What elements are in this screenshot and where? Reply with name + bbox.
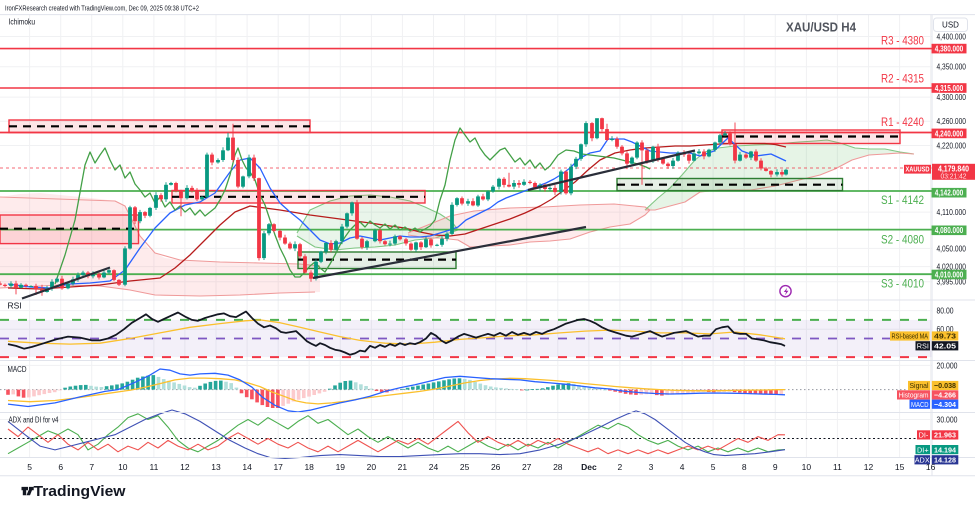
svg-text:4,080.000: 4,080.000 <box>935 226 964 235</box>
svg-text:42.05: 42.05 <box>934 342 956 351</box>
svg-text:IronFXResearch created with Tr: IronFXResearch created with TradingView.… <box>5 4 199 13</box>
svg-text:12: 12 <box>180 462 190 472</box>
svg-text:9: 9 <box>773 462 778 472</box>
svg-text:24: 24 <box>429 462 439 472</box>
svg-text:7: 7 <box>89 462 94 472</box>
svg-text:4,179.840: 4,179.840 <box>938 163 969 173</box>
svg-text:S3 - 4010: S3 - 4010 <box>881 278 924 290</box>
svg-text:5: 5 <box>27 462 32 472</box>
svg-text:2: 2 <box>618 462 623 472</box>
svg-text:4,020.000: 4,020.000 <box>937 263 967 272</box>
svg-text:S1 - 4142: S1 - 4142 <box>881 195 924 207</box>
svg-text:20: 20 <box>367 462 377 472</box>
svg-text:−0.038: −0.038 <box>934 381 956 390</box>
svg-text:DI-: DI- <box>919 431 929 440</box>
svg-text:21: 21 <box>398 462 408 472</box>
svg-text:3,995.000: 3,995.000 <box>937 278 967 287</box>
svg-text:S2 - 4080: S2 - 4080 <box>881 235 924 247</box>
svg-text:5: 5 <box>711 462 716 472</box>
svg-text:14: 14 <box>242 462 252 472</box>
svg-text:4,315.000: 4,315.000 <box>935 84 964 93</box>
svg-text:13: 13 <box>211 462 221 472</box>
svg-text:MACD: MACD <box>911 400 929 409</box>
svg-text:ADX: ADX <box>915 456 930 465</box>
svg-text:6: 6 <box>58 462 63 472</box>
svg-text:TradingView: TradingView <box>34 483 126 500</box>
svg-text:18: 18 <box>304 462 314 472</box>
svg-text:ADX and DI for v4: ADX and DI for v4 <box>9 416 59 425</box>
svg-text:14.128: 14.128 <box>934 456 956 465</box>
svg-text:30.000: 30.000 <box>937 415 958 424</box>
svg-text:Ichimoku: Ichimoku <box>9 17 36 27</box>
svg-text:10: 10 <box>802 462 812 472</box>
svg-text:4,220.000: 4,220.000 <box>937 141 967 150</box>
svg-text:10: 10 <box>118 462 128 472</box>
svg-text:49.73: 49.73 <box>934 332 956 341</box>
svg-text:RSI: RSI <box>8 301 22 311</box>
svg-text:4,260.000: 4,260.000 <box>937 117 967 126</box>
svg-text:4,240.000: 4,240.000 <box>935 129 964 138</box>
svg-text:21.963: 21.963 <box>934 431 956 440</box>
svg-text:4,010.000: 4,010.000 <box>935 270 964 279</box>
svg-text:4,380.000: 4,380.000 <box>935 45 964 54</box>
svg-text:Histogram: Histogram <box>899 391 929 400</box>
svg-text:DI+: DI+ <box>917 445 929 454</box>
svg-text:4: 4 <box>680 462 685 472</box>
svg-text:4,350.000: 4,350.000 <box>937 63 967 72</box>
svg-text:19: 19 <box>336 462 346 472</box>
svg-text:XAUUSD: XAUUSD <box>906 165 930 174</box>
svg-text:11: 11 <box>833 462 842 472</box>
svg-text:R3 - 4380: R3 - 4380 <box>881 36 924 48</box>
svg-text:11: 11 <box>149 462 158 472</box>
svg-text:16: 16 <box>926 462 936 472</box>
svg-text:Signal: Signal <box>910 381 929 390</box>
svg-text:4,300.000: 4,300.000 <box>937 93 967 102</box>
svg-text:4,400.000: 4,400.000 <box>937 32 967 41</box>
svg-text:17: 17 <box>273 462 283 472</box>
svg-text:−4.266: −4.266 <box>934 391 956 400</box>
svg-text:RSI: RSI <box>917 342 929 351</box>
svg-text:26: 26 <box>491 462 501 472</box>
svg-text:R2 - 4315: R2 - 4315 <box>881 74 924 86</box>
svg-text:20.000: 20.000 <box>937 361 958 370</box>
svg-text:MACD: MACD <box>8 364 27 374</box>
svg-text:4,110.000: 4,110.000 <box>937 208 967 217</box>
svg-text:RSI-based MA: RSI-based MA <box>892 332 929 341</box>
svg-text:14.194: 14.194 <box>934 445 957 454</box>
svg-text:8: 8 <box>742 462 747 472</box>
svg-text:−4.304: −4.304 <box>934 400 957 409</box>
svg-text:27: 27 <box>522 462 532 472</box>
svg-text:15: 15 <box>895 462 905 472</box>
svg-text:25: 25 <box>460 462 470 472</box>
svg-text:4,142.000: 4,142.000 <box>935 189 964 198</box>
svg-text:60.00: 60.00 <box>937 325 954 334</box>
svg-text:3: 3 <box>649 462 654 472</box>
svg-text:USD: USD <box>942 21 959 30</box>
svg-text:03:21:42: 03:21:42 <box>941 171 967 180</box>
svg-text:XAU/USD H4: XAU/USD H4 <box>786 21 856 35</box>
svg-text:12: 12 <box>864 462 874 472</box>
svg-text:28: 28 <box>553 462 563 472</box>
svg-text:R1 - 4240: R1 - 4240 <box>881 117 924 129</box>
svg-text:Dec: Dec <box>581 462 597 472</box>
svg-text:4,050.000: 4,050.000 <box>937 244 967 253</box>
svg-text:80.00: 80.00 <box>937 307 954 316</box>
